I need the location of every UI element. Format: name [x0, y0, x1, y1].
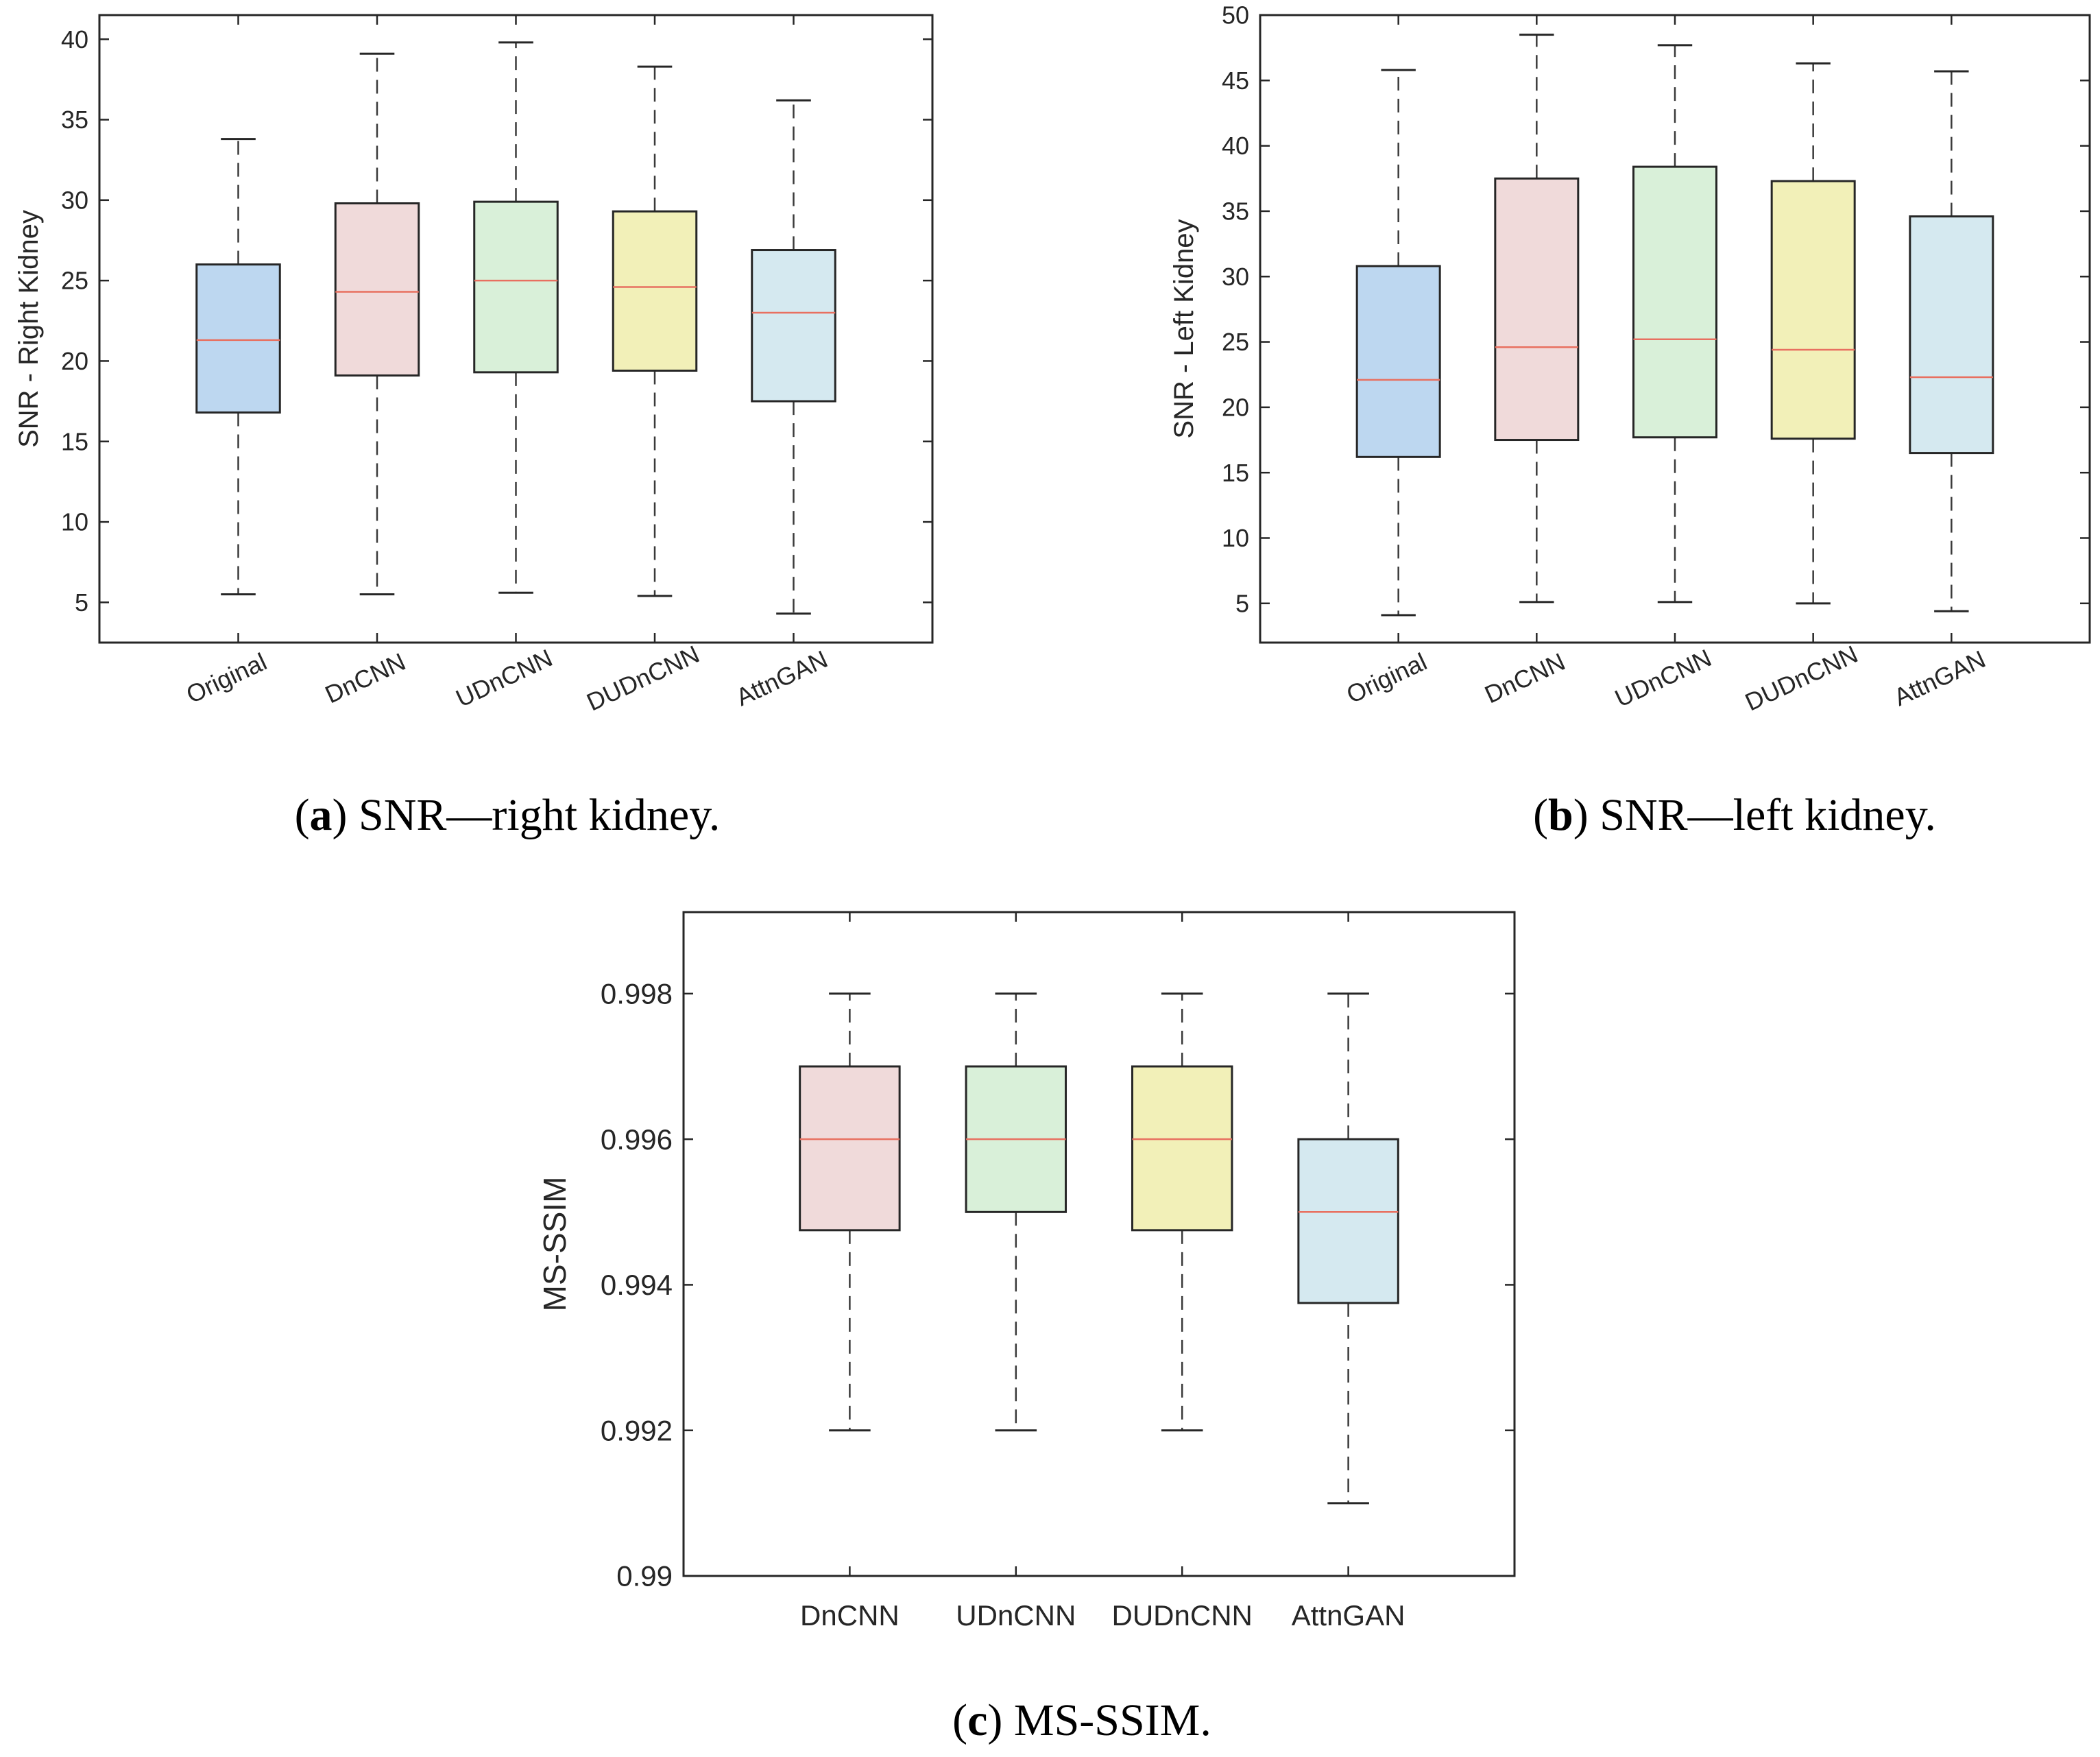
iqr-box: [334, 202, 420, 377]
iqr-box: [1131, 1065, 1233, 1232]
caption-letter: b: [1548, 790, 1573, 840]
iqr-box: [1632, 165, 1717, 439]
y-tick-label: 20: [1222, 393, 1249, 421]
iqr-box: [799, 1065, 901, 1232]
y-tick-label: 0.992: [601, 1414, 673, 1446]
y-tick-label: 0.998: [601, 978, 673, 1010]
y-tick-label: 5: [1235, 589, 1249, 617]
box-dncnn: DnCNN: [799, 912, 901, 1632]
x-tick-label: AttnGAN: [1890, 645, 1990, 711]
caption: (c) MS-SSIM.: [952, 1695, 1211, 1745]
x-tick-label: DnCNN: [800, 1599, 900, 1632]
chart-a: 5 10 15 20 25 30 35 40 SNR - Right Kidney Origina…: [14, 14, 934, 840]
chart-c: 0.99 0.992 0.994 0.996 0.998 MS-SSIM DnCNN UDnC…: [537, 911, 1516, 1745]
box-dudncnn: DUDnCNN: [1112, 912, 1253, 1632]
y-tick-label: 15: [61, 427, 88, 455]
caption: (b) SNR—left kidney.: [1533, 790, 1936, 840]
y-tick-label: 35: [61, 106, 88, 134]
y-tick-label: 0.994: [601, 1269, 673, 1301]
x-tick-label: DUDnCNN: [1741, 640, 1862, 717]
x-tick-label: DUDnCNN: [1112, 1599, 1253, 1632]
y-tick-label: 50: [1222, 1, 1249, 29]
y-tick-label: 10: [1222, 524, 1249, 552]
y-tick-label: 25: [1222, 328, 1249, 356]
caption-open: (: [952, 1695, 967, 1745]
caption-text: ) MS-SSIM.: [987, 1695, 1211, 1745]
iqr-box: [195, 263, 281, 414]
y-tick-label: 40: [61, 25, 88, 53]
y-tick-label: 5: [75, 588, 88, 617]
iqr-box: [473, 200, 559, 374]
y-tick-label: 20: [61, 347, 88, 375]
y-tick-label: 35: [1222, 198, 1249, 226]
x-tick-label: Original: [182, 647, 271, 709]
iqr-box: [1494, 177, 1580, 442]
caption: (a) SNR—right kidney.: [295, 790, 721, 840]
box-attngan: AttnGAN: [1292, 912, 1405, 1632]
y-tick-label: 30: [1222, 263, 1249, 291]
iqr-box: [1355, 265, 1441, 458]
caption-open: (: [295, 790, 310, 840]
x-tick-label: AttnGAN: [1292, 1599, 1405, 1632]
x-tick-label: UDnCNN: [452, 643, 557, 713]
x-tick-label: DnCNN: [1480, 647, 1569, 709]
caption-letter: a: [310, 790, 333, 840]
y-tick-label: 0.99: [616, 1560, 673, 1592]
y-axis-label: SNR - Left Kidney: [1169, 219, 1199, 438]
x-tick-label: UDnCNN: [1610, 643, 1715, 713]
y-tick-label: 40: [1222, 132, 1249, 160]
iqr-box: [751, 249, 836, 403]
x-tick-label: Original: [1342, 647, 1432, 709]
x-tick-label: DnCNN: [321, 647, 410, 709]
y-tick-label: 15: [1222, 459, 1249, 487]
iqr-box: [1770, 180, 1856, 440]
iqr-box: [1909, 215, 1994, 455]
x-tick-label: AttnGAN: [732, 645, 832, 711]
y-tick-label: 25: [61, 267, 88, 295]
y-tick-label: 10: [61, 508, 88, 536]
y-axis-label: SNR - Right Kidney: [14, 210, 44, 448]
box-udncnn: UDnCNN: [956, 912, 1076, 1632]
box-udncnn: UDnCNN: [1610, 15, 1717, 713]
chart-b: 5 10 15 20 25 30 35 40 45 50 SNR - Left Kidney Orig…: [1169, 1, 2091, 840]
y-tick-label: 0.996: [601, 1123, 673, 1156]
caption-text: ) SNR—right kidney.: [333, 790, 721, 840]
x-tick-label: UDnCNN: [956, 1599, 1076, 1632]
caption-text: ) SNR—left kidney.: [1573, 790, 1936, 840]
y-tick-label: 30: [61, 186, 88, 214]
caption-letter: c: [967, 1695, 987, 1745]
y-axis-label: MS-SSIM: [537, 1177, 572, 1312]
box-attngan: AttnGAN: [1890, 15, 1994, 711]
iqr-box: [1297, 1138, 1399, 1304]
caption-open: (: [1533, 790, 1548, 840]
iqr-box: [612, 210, 698, 372]
x-tick-label: DUDnCNN: [582, 640, 703, 717]
y-tick-label: 45: [1222, 67, 1249, 95]
